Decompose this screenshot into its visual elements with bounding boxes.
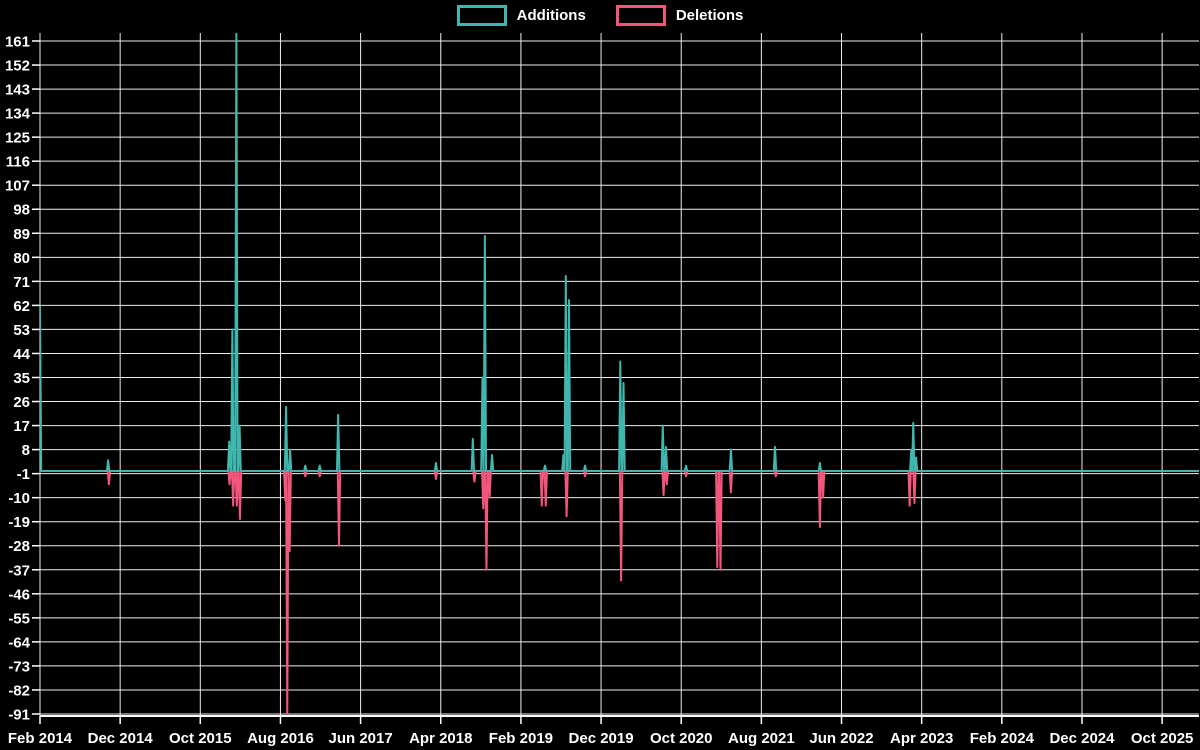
- y-axis-label: 98: [13, 202, 30, 219]
- x-axis-label: Jun 2022: [809, 730, 873, 747]
- y-axis-label: -73: [8, 658, 30, 675]
- y-axis-label: -1: [17, 466, 30, 483]
- chart-legend: Additions Deletions: [0, 5, 1200, 26]
- y-axis-label: -10: [8, 490, 30, 507]
- y-axis-label: 35: [13, 370, 30, 387]
- x-axis-label: Apr 2023: [890, 730, 953, 747]
- x-axis-label: Dec 2024: [1049, 730, 1115, 747]
- x-axis-label: Oct 2025: [1131, 730, 1194, 747]
- x-axis-label: Feb 2024: [970, 730, 1035, 747]
- y-axis-label: -19: [8, 514, 30, 531]
- y-axis-label: 17: [13, 418, 30, 435]
- y-axis-label: -82: [8, 682, 30, 699]
- y-axis-label: -91: [8, 706, 30, 723]
- x-axis-label: Dec 2014: [88, 730, 154, 747]
- y-axis-label: 107: [5, 178, 30, 195]
- x-axis-label: Oct 2020: [650, 730, 713, 747]
- x-axis-label: Feb 2019: [489, 730, 553, 747]
- y-axis-label: 80: [13, 250, 30, 267]
- deletions-swatch-icon: [615, 5, 666, 26]
- x-axis-label: Apr 2018: [409, 730, 472, 747]
- y-axis-label: -37: [8, 562, 30, 579]
- y-axis-label: -55: [8, 610, 30, 627]
- y-axis-label: 44: [13, 346, 30, 363]
- legend-label-deletions: Deletions: [675, 7, 744, 24]
- y-axis-label: 152: [5, 58, 30, 75]
- x-axis-label: Oct 2015: [169, 730, 232, 747]
- additions-swatch-icon: [456, 5, 507, 26]
- y-axis-label: 143: [5, 82, 30, 99]
- y-axis-label: -64: [8, 634, 30, 651]
- y-axis-label: 26: [13, 394, 30, 411]
- legend-item-additions[interactable]: Additions: [456, 5, 586, 26]
- y-axis-label: 8: [22, 442, 30, 459]
- x-axis-label: Dec 2019: [569, 730, 634, 747]
- series-deletions-line: [40, 469, 1199, 715]
- series-additions-line: [40, 33, 1199, 472]
- y-axis-label: 89: [13, 226, 30, 243]
- y-axis-label: 125: [5, 130, 30, 147]
- x-axis-label: Aug 2021: [728, 730, 795, 747]
- x-axis-label: Feb 2014: [8, 730, 73, 747]
- legend-item-deletions[interactable]: Deletions: [615, 5, 744, 26]
- y-axis-label: 71: [13, 274, 30, 291]
- y-axis-label: 134: [5, 106, 31, 123]
- x-axis-label: Jun 2017: [328, 730, 392, 747]
- y-axis-label: -46: [8, 586, 30, 603]
- y-axis-label: 53: [13, 322, 30, 339]
- x-axis-label: Aug 2016: [247, 730, 314, 747]
- y-axis-label: -28: [8, 538, 30, 555]
- y-axis-label: 116: [6, 154, 30, 171]
- y-axis-label: 62: [13, 298, 30, 315]
- legend-label-additions: Additions: [516, 7, 586, 24]
- y-axis-label: 161: [5, 34, 30, 51]
